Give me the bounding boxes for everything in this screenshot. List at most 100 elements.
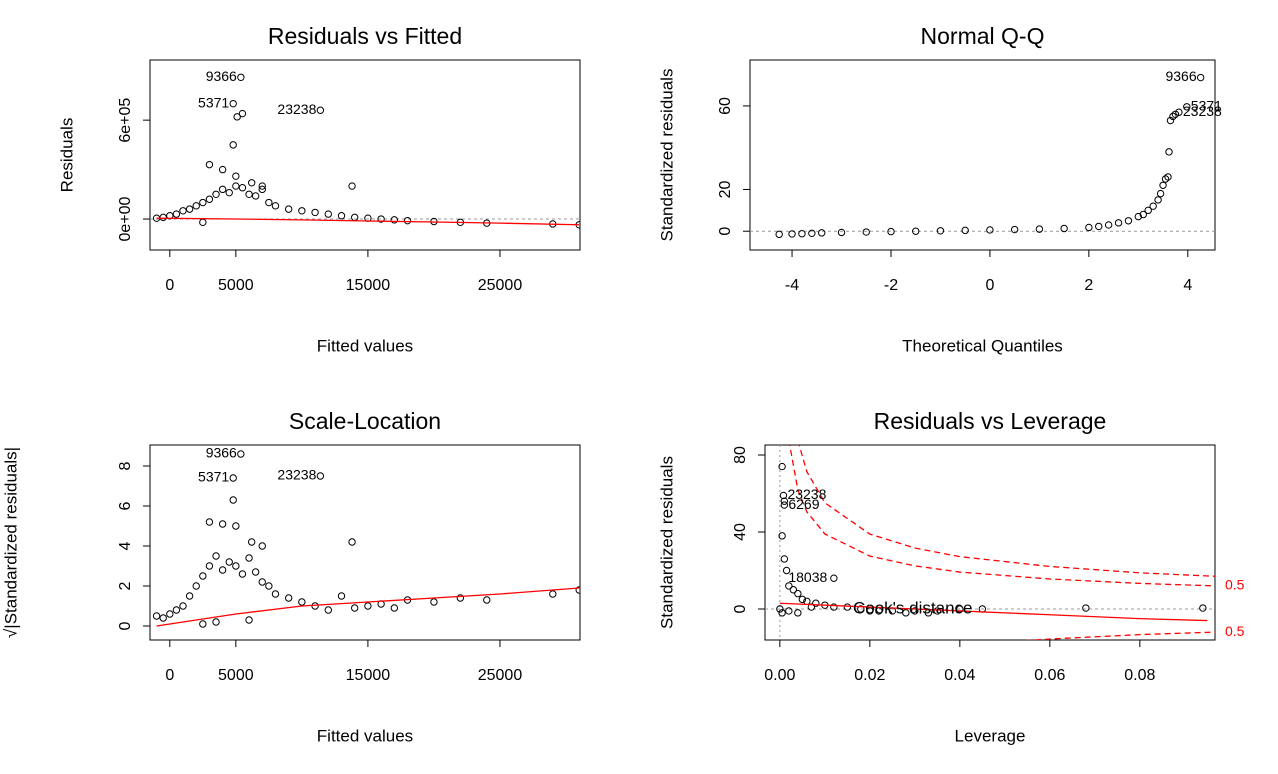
y-axis-label: Standardized residuals [657,456,676,629]
point [229,141,237,149]
point [247,179,256,187]
point [812,599,820,607]
point [1196,73,1205,82]
point [218,165,227,174]
chart-title: Residuals vs Leverage [874,408,1107,434]
y-axis-label: √|Standardized residuals| [1,447,20,638]
point [229,99,237,108]
point [245,190,253,199]
point [166,610,174,618]
y-tick-label: 6 [117,501,134,510]
point [794,609,802,617]
point [1199,604,1207,612]
point-label: 5371 [198,469,229,485]
point [887,227,895,236]
point [1104,221,1113,229]
point [830,574,838,582]
point [837,228,846,237]
point [780,497,789,505]
plot-area [765,445,1215,640]
x-tick-label: 0.02 [854,667,885,684]
x-tick-label: 5000 [218,667,254,684]
contour-label: 0.5 [1225,623,1245,639]
contour-label: 0.5 [1225,577,1245,593]
point [337,592,346,600]
point [212,190,220,199]
point [798,595,807,604]
point [324,210,332,218]
y-axis-label: Residuals [57,118,76,193]
x-tick-label: 0 [985,277,994,294]
x-tick-label: 15000 [346,277,391,294]
point [807,603,816,611]
point [1060,224,1068,233]
point [857,605,865,613]
point [225,558,233,566]
point [265,198,273,207]
point-label: 9366 [206,68,237,84]
smooth-line [156,587,580,627]
point [179,207,187,215]
point [364,602,372,610]
point [575,586,580,594]
plot-area [750,73,1215,239]
legend-text: Cook's distance [853,598,972,617]
x-tick-label: 25000 [478,667,523,684]
point [936,227,945,235]
panel: Normal Q-Q Theoretical Quantiles Standardi… [657,23,1222,355]
point [1134,212,1143,221]
point [251,568,260,576]
point [350,213,359,222]
point [1139,210,1147,219]
point [775,230,783,239]
point [232,522,240,530]
point [456,594,465,602]
point [229,496,237,504]
point [212,552,220,560]
point [776,605,784,613]
point [430,598,438,606]
point [843,603,852,611]
point [225,188,233,197]
point [205,518,214,526]
x-tick-label: 4 [1183,277,1192,294]
point [212,618,220,626]
chart-title: Scale-Location [289,408,441,434]
point [245,554,253,562]
point [229,474,237,482]
x-tick-label: 0.06 [1034,667,1065,684]
point [265,582,273,590]
point-label: 9366 [206,445,237,461]
point [961,226,969,235]
point [284,594,293,602]
point-label: 5371 [1191,97,1222,113]
point [238,570,247,578]
point [862,228,870,236]
point [172,210,181,218]
x-axis-label: Fitted values [317,726,413,745]
cooks-contour [798,445,1215,577]
point [1114,219,1123,227]
point-label: 9366 [1165,68,1196,84]
point [238,109,247,118]
point [794,589,802,598]
smooth-line [156,217,580,226]
panel: Residuals vs Leverage Leverage Standardize… [657,408,1244,745]
y-tick-label: 0 [117,621,134,630]
x-tick-label: 0.00 [764,667,795,684]
point [549,590,557,598]
point [298,598,306,606]
plot-area [152,450,580,628]
point-label: 23238 [1183,103,1222,119]
x-tick-label: 2 [1084,277,1093,294]
y-tick-label: 6e+05 [117,98,134,143]
point-label: 23238 [787,486,826,502]
y-axis-label: Standardized residuals [657,69,676,242]
x-tick-label: 0.08 [1124,667,1155,684]
point [1144,206,1152,215]
point [258,182,266,190]
point [251,192,260,200]
point [316,106,325,114]
point [218,520,227,528]
point [956,605,964,613]
